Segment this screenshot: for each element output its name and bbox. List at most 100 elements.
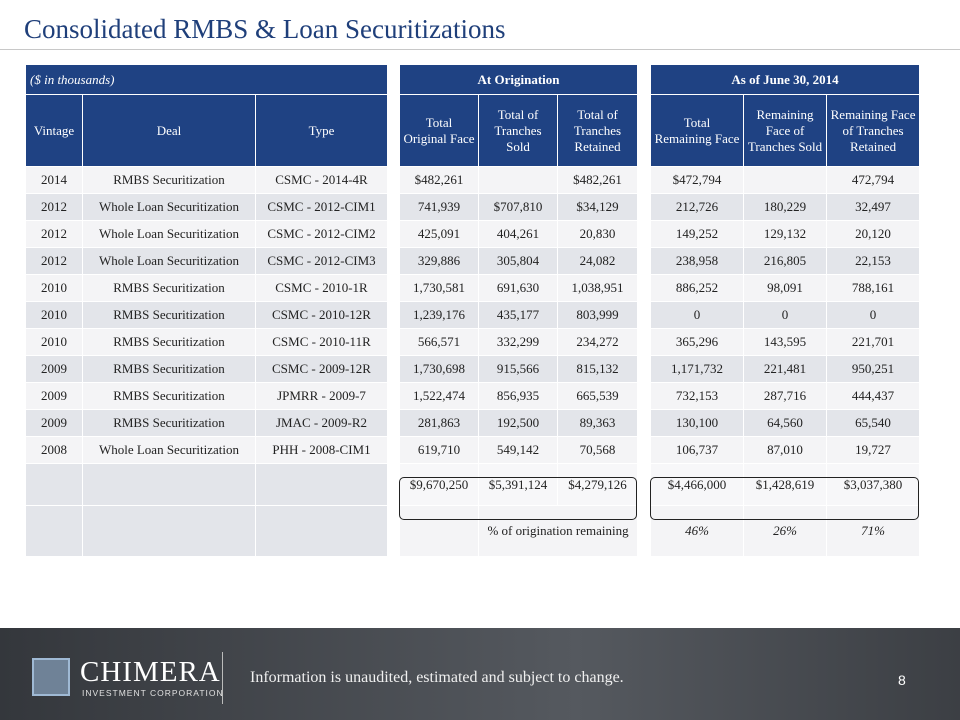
gap [637, 274, 652, 302]
table-cell: 130,100 [650, 409, 745, 437]
gap [637, 193, 652, 221]
table-cell: 212,726 [650, 193, 745, 221]
group-header: At Origination [399, 64, 639, 95]
table-cell: 20,120 [826, 220, 921, 248]
table-cell: 803,999 [557, 301, 639, 329]
table-cell: CSMC - 2012-CIM1 [254, 193, 389, 221]
blank-cell [25, 463, 83, 506]
table-cell: 2008 [25, 436, 83, 464]
gap [387, 463, 401, 506]
table-cell: 691,630 [478, 274, 559, 302]
table-row: 2010 RMBS Securitization CSMC - 2010-11R 56… [25, 328, 921, 356]
table-cell: 0 [743, 301, 828, 329]
blank-cell [82, 463, 256, 506]
table-cell: 192,500 [478, 409, 559, 437]
column-header: Deal [82, 94, 256, 167]
gap [637, 64, 652, 95]
total-cell: $4,466,000 [650, 463, 745, 506]
table-cell: 549,142 [478, 436, 559, 464]
table-cell: 1,522,474 [399, 382, 480, 410]
total-cell: $3,037,380 [826, 463, 921, 506]
table-cell: RMBS Securitization [82, 274, 256, 302]
table-cell: 1,171,732 [650, 355, 745, 383]
table-cell: 0 [650, 301, 745, 329]
table-cell: 221,481 [743, 355, 828, 383]
table-cell: 365,296 [650, 328, 745, 356]
table-cell: Whole Loan Securitization [82, 247, 256, 275]
table-cell: 1,038,951 [557, 274, 639, 302]
slide-title: Consolidated RMBS & Loan Securitizations [24, 14, 506, 44]
table-cell: 65,540 [826, 409, 921, 437]
table-cell: Whole Loan Securitization [82, 193, 256, 221]
table-cell: 64,560 [743, 409, 828, 437]
table-cell: 89,363 [557, 409, 639, 437]
footer: CHIMERA INVESTMENT CORPORATION Informati… [0, 628, 960, 720]
table-cell: 2012 [25, 220, 83, 248]
column-header: Total of Tranches Retained [557, 94, 639, 167]
gap [387, 64, 401, 95]
table-cell: 234,272 [557, 328, 639, 356]
title-rule [0, 49, 960, 50]
table-cell: 950,251 [826, 355, 921, 383]
gap [387, 301, 401, 329]
blank-cell [25, 505, 83, 557]
table-cell: 886,252 [650, 274, 745, 302]
gap [637, 94, 652, 167]
table-cell: 0 [826, 301, 921, 329]
table-row: 2009 RMBS Securitization JPMRR - 2009-7 1,5… [25, 382, 921, 410]
table-cell: 2009 [25, 355, 83, 383]
table-cell: 1,239,176 [399, 301, 480, 329]
gap [387, 382, 401, 410]
table-cell: 2010 [25, 274, 83, 302]
table-cell: 20,830 [557, 220, 639, 248]
gap [387, 94, 401, 167]
gap [387, 166, 401, 194]
gap [637, 505, 652, 557]
gap [387, 436, 401, 464]
gap [387, 220, 401, 248]
gap [387, 193, 401, 221]
table-row: 2009 RMBS Securitization CSMC - 2009-12R 1,… [25, 355, 921, 383]
table-cell: 2012 [25, 193, 83, 221]
percent-cell: 46% [650, 505, 745, 557]
table-cell: 815,132 [557, 355, 639, 383]
table-row: 2012 Whole Loan Securitization CSMC - 2012… [25, 193, 921, 221]
column-header: Total Remaining Face [650, 94, 745, 167]
percent-cell: 26% [743, 505, 828, 557]
blank-cell [82, 505, 256, 557]
table-cell: 332,299 [478, 328, 559, 356]
divider [222, 652, 223, 704]
securitizations-table: ($ in thousands) At Origination As of June… [24, 64, 921, 557]
table-cell: $707,810 [478, 193, 559, 221]
column-header: Type [254, 94, 389, 167]
table-row: 2009 RMBS Securitization JMAC - 2009-R2 281… [25, 409, 921, 437]
table-row: Vintage Deal Type Total Original Face Total … [25, 94, 921, 167]
table-cell: Whole Loan Securitization [82, 220, 256, 248]
table-cell: 741,939 [399, 193, 480, 221]
table-cell: 2009 [25, 382, 83, 410]
table-row: 2008 Whole Loan Securitization PHH - 2008-… [25, 436, 921, 464]
column-header: Remaining Face of Tranches Sold [743, 94, 828, 167]
blank-cell [254, 505, 389, 557]
table-cell: 2012 [25, 247, 83, 275]
table-row: 2014 RMBS Securitization CSMC - 2014-4R $48… [25, 166, 921, 194]
table-cell: 425,091 [399, 220, 480, 248]
group-header: As of June 30, 2014 [650, 64, 921, 95]
gap [637, 355, 652, 383]
table-cell: 19,727 [826, 436, 921, 464]
table-cell: RMBS Securitization [82, 166, 256, 194]
table-cell: CSMC - 2010-1R [254, 274, 389, 302]
gap [387, 247, 401, 275]
table-cell: 329,886 [399, 247, 480, 275]
table-cell: $482,261 [557, 166, 639, 194]
table-cell: 732,153 [650, 382, 745, 410]
table-cell: 2014 [25, 166, 83, 194]
table-cell: CSMC - 2012-CIM2 [254, 220, 389, 248]
table-cell: 435,177 [478, 301, 559, 329]
table-cell: 24,082 [557, 247, 639, 275]
table-cell: 444,437 [826, 382, 921, 410]
column-header: Total of Tranches Sold [478, 94, 559, 167]
table-cell: 619,710 [399, 436, 480, 464]
table-cell [743, 166, 828, 194]
table-row: % of origination remaining 46% 26% 71% [25, 505, 921, 557]
